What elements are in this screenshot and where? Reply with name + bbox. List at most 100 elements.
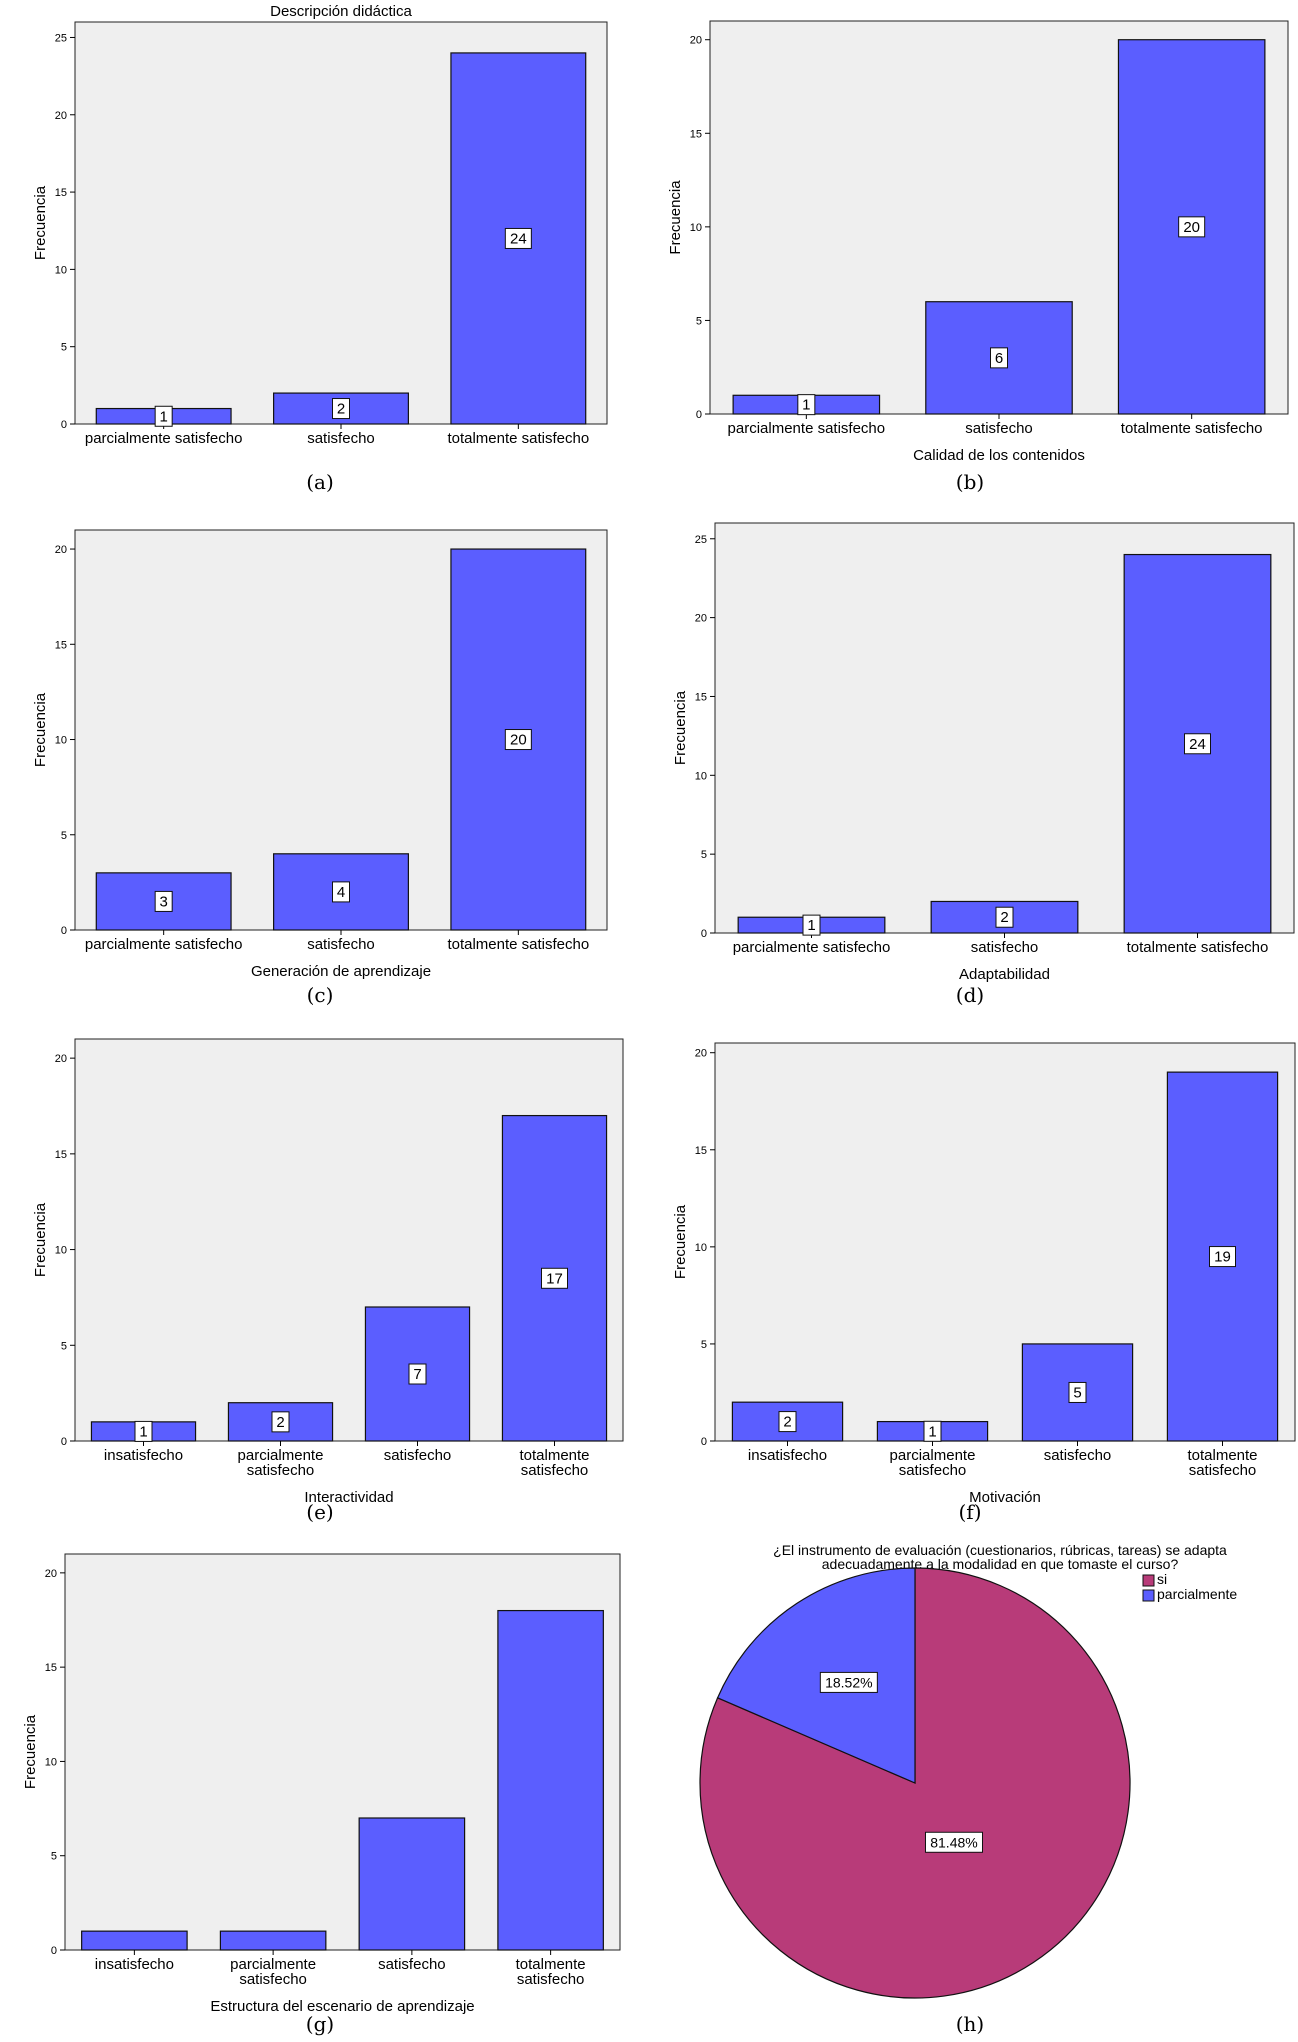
x-tick-label: parcialmente satisfecho — [85, 430, 243, 447]
data-label: 2 — [783, 1414, 791, 1431]
y-tick-label: 25 — [695, 534, 707, 546]
legend-label: parcialmente — [1157, 1586, 1237, 1602]
data-label-box — [1068, 1381, 1087, 1403]
x-tick-label: satisfecho — [521, 1462, 589, 1479]
x-tick-label: satisfecho — [307, 430, 375, 447]
data-label-box — [797, 394, 816, 416]
y-tick-label: 15 — [695, 691, 707, 703]
y-tick-label: 20 — [55, 110, 67, 122]
caption-d: (d) — [955, 983, 985, 1007]
data-label: 4 — [337, 884, 345, 901]
y-tick-label: 20 — [55, 544, 67, 556]
pie-slice-parcialmente — [716, 1567, 916, 1784]
pie-data-label: 81.48% — [930, 1834, 977, 1850]
y-axis-label: Frecuencia — [32, 692, 49, 767]
y-tick-label: 5 — [61, 1340, 67, 1352]
y-tick-label: 0 — [61, 1436, 67, 1448]
data-label: 17 — [546, 1270, 563, 1287]
caption-a: (a) — [306, 470, 334, 494]
data-label-box — [332, 398, 350, 420]
y-tick-label: 10 — [690, 222, 702, 234]
x-tick-label: satisfecho — [247, 1462, 315, 1479]
data-label-box — [408, 1363, 427, 1385]
data-label: 24 — [1189, 736, 1206, 753]
x-tick-label: satisfecho — [239, 1971, 307, 1988]
data-label: 1 — [139, 1423, 147, 1440]
chart-g: 0 5 10 15 20 Frecuencia insatisfecho parcialmen… — [20, 1540, 621, 2015]
x-tick-label: totalmente satisfecho — [1127, 939, 1269, 956]
x-tick-label: totalmente satisfecho — [447, 430, 589, 447]
x-tick-label: satisfecho — [378, 1956, 446, 1973]
data-label-box — [923, 1420, 942, 1442]
pie-data-label: 18.52% — [825, 1674, 872, 1690]
bar — [81, 1930, 188, 1951]
x-axis-label: Adaptabilidad — [959, 966, 1050, 983]
pie-title: adecuadamente a la modalidad en que toma… — [822, 1556, 1179, 1572]
data-label: 5 — [1073, 1384, 1081, 1401]
legend-label: si — [1157, 1571, 1167, 1587]
bar-chart-svg: 0 5 10 15 20 Frecuencia parcialmente satisfech… — [667, 20, 1289, 464]
y-tick-label: 5 — [61, 830, 67, 842]
x-tick-label: satisfecho — [1044, 1447, 1112, 1464]
x-tick-label: parcialmente satisfecho — [728, 420, 886, 437]
y-tick-label: 15 — [695, 1145, 707, 1157]
bar — [497, 1609, 604, 1951]
x-tick-label: parcialmente — [238, 1447, 324, 1464]
x-tick-label: parcialmente — [890, 1447, 976, 1464]
data-label-box — [1184, 733, 1211, 755]
y-tick-label: 10 — [695, 770, 707, 782]
x-tick-label: parcialmente satisfecho — [85, 936, 243, 953]
y-axis-label: Frecuencia — [22, 1714, 39, 1789]
pie-label-box — [819, 1671, 878, 1693]
legend-swatch — [1142, 1574, 1155, 1587]
data-label-box — [154, 890, 173, 912]
bar-chart-svg: 0 5 10 15 20 Frecuencia parcialmente satisfech… — [32, 529, 608, 980]
y-axis-label: Frecuencia — [672, 1204, 689, 1279]
pie-chart-svg: ¿El instrumento de evaluación (cuestiona… — [699, 1542, 1237, 1999]
data-label: 1 — [807, 917, 815, 934]
caption-c: (c) — [306, 983, 334, 1007]
y-tick-label: 5 — [51, 1851, 57, 1863]
chart-h: ¿El instrumento de evaluación (cuestiona… — [680, 1540, 1280, 2010]
x-tick-label: parcialmente satisfecho — [733, 939, 891, 956]
y-tick-label: 0 — [61, 925, 67, 937]
y-axis-label: Frecuencia — [667, 180, 684, 255]
y-tick-label: 10 — [55, 735, 67, 747]
x-tick-label: satisfecho — [517, 1971, 585, 1988]
y-tick-label: 10 — [695, 1242, 707, 1254]
data-label: 2 — [337, 401, 345, 418]
pie-title: ¿El instrumento de evaluación (cuestiona… — [773, 1542, 1227, 1558]
y-tick-label: 20 — [55, 1053, 67, 1065]
data-label: 20 — [510, 732, 527, 749]
data-label: 2 — [276, 1414, 284, 1431]
data-label-box — [541, 1267, 568, 1289]
pie-label-box — [924, 1831, 983, 1853]
y-tick-label: 5 — [701, 1339, 707, 1351]
caption-g: (g) — [305, 2012, 335, 2036]
caption-e: (e) — [306, 1500, 334, 1524]
y-tick-label: 0 — [61, 419, 67, 431]
x-axis-label: Estructura del escenario de aprendizaje — [210, 1998, 474, 2015]
y-axis-label: Frecuencia — [32, 1202, 49, 1277]
y-tick-label: 20 — [690, 35, 702, 47]
x-tick-label: totalmente — [1187, 1447, 1257, 1464]
x-tick-label: totalmente satisfecho — [447, 936, 589, 953]
y-tick-label: 15 — [45, 1662, 57, 1674]
data-label-box — [154, 405, 173, 427]
data-label-box — [995, 906, 1014, 928]
data-label-box — [504, 227, 532, 249]
bar-chart-svg: 0 5 10 15 20 Frecuencia insatisfecho 1 parcialme… — [32, 1038, 624, 1506]
x-axis-label: Generación de aprendizaje — [251, 963, 431, 980]
y-tick-label: 10 — [55, 264, 67, 276]
x-tick-label: satisfecho — [1189, 1462, 1257, 1479]
chart-d: 0 5 10 15 20 25 Frecuencia parcialmente satisfe… — [665, 515, 1295, 983]
data-label-box — [778, 1411, 797, 1433]
y-tick-label: 0 — [696, 409, 702, 421]
caption-h: (h) — [955, 2012, 985, 2036]
data-label: 1 — [928, 1423, 936, 1440]
data-label-box — [271, 1411, 290, 1433]
chart-a: 0 5 10 15 20 25 Frecuencia Descripción didáctic… — [20, 0, 620, 465]
chart-c: 0 5 10 15 20 Frecuencia parcialmente satisfech… — [20, 515, 620, 980]
bar — [219, 1930, 327, 1951]
x-tick-label: satisfecho — [307, 936, 375, 953]
